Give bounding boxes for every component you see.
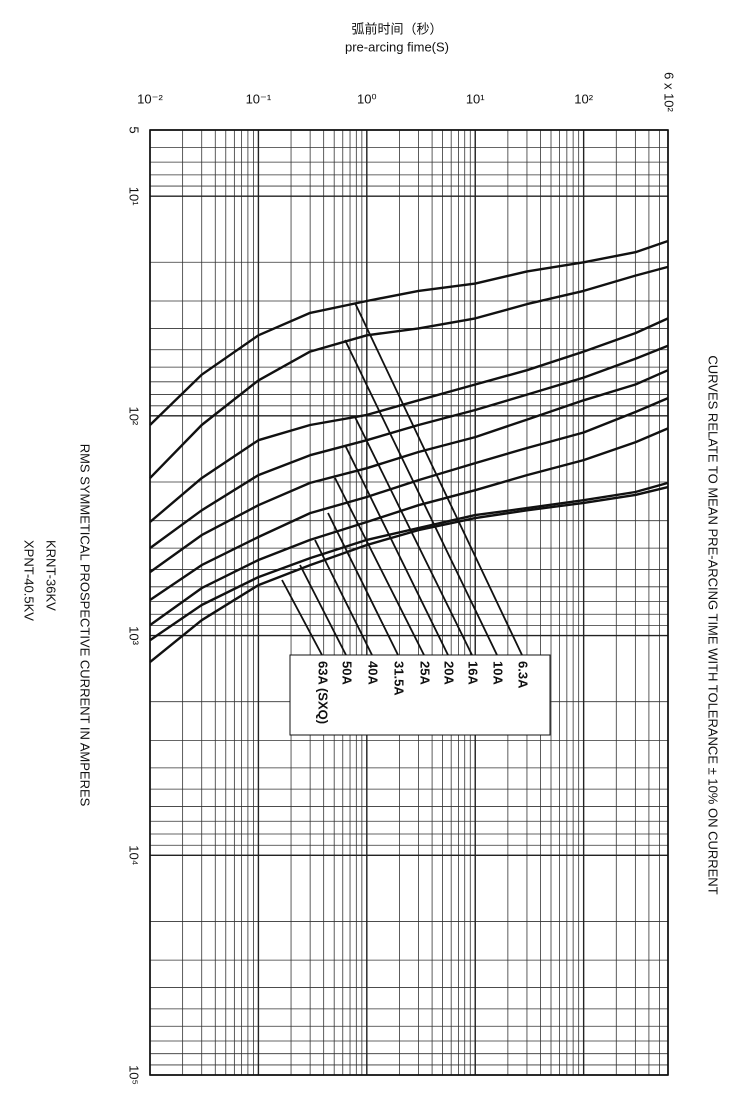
fuse-curve: [149, 317, 669, 523]
y-tick-label: 10³: [127, 626, 142, 645]
chart-subtitle: pre-arcing fime(S): [345, 39, 449, 54]
leader-line: [334, 477, 425, 656]
y-tick-label: 10⁵: [127, 1065, 142, 1085]
annotation: CURVES RELATE TO MEAN PRE-ARCING TIME WI…: [706, 355, 721, 894]
legend-label: 16A: [466, 661, 481, 685]
fuse-curve: [149, 427, 669, 627]
leader-line: [354, 416, 473, 656]
y-tick-label: 5: [127, 126, 142, 133]
leader-line: [281, 579, 323, 656]
leader-line: [314, 539, 373, 656]
legend-label: 63A (SXQ): [316, 661, 331, 724]
x-tick-label: 6 x 10²: [662, 72, 677, 112]
fuse-curve: [149, 369, 669, 574]
leader-line: [344, 444, 449, 656]
x-tick-label: 10¹: [466, 91, 485, 106]
plot-frame: [149, 129, 669, 1076]
curves: [149, 239, 669, 664]
x-tick-label: 10⁻¹: [246, 91, 272, 106]
x-tick-label: 10⁻²: [137, 91, 163, 106]
legend-label: 6.3A: [516, 661, 531, 689]
leader-line: [327, 512, 399, 656]
fuse-curve: [149, 396, 669, 601]
grid: [149, 129, 669, 1076]
leader-line: [354, 302, 523, 656]
x-tick-label: 10²: [574, 91, 593, 106]
legend-label: 50A: [340, 661, 355, 685]
legend-label: 10A: [491, 661, 506, 685]
model-label: KRNT-36KV: [44, 540, 59, 611]
legend: 6.3A 10A 16A 20A 25A 31.5A 40A 50A 63A (SXQ): [281, 302, 531, 724]
x-tick-label: 10⁰: [357, 91, 377, 106]
model-label: XPNT-40.5KV: [22, 540, 37, 621]
fuse-curve: [149, 344, 669, 550]
legend-box: [289, 654, 551, 736]
legend-label: 40A: [366, 661, 381, 685]
fuse-curve: [149, 481, 669, 642]
leader-line: [344, 339, 498, 656]
legend-label: 31.5A: [392, 661, 407, 696]
fuse-curve: [149, 485, 669, 664]
y-axis-label: RMS SYMMETICAL PROSPECTIVE CURRENT IN AM…: [78, 444, 93, 807]
y-tick-label: 10¹: [127, 187, 142, 206]
legend-label: 20A: [442, 661, 457, 685]
fuse-curve: [149, 239, 669, 426]
y-tick-label: 10⁴: [127, 845, 142, 865]
legend-label: 25A: [418, 661, 433, 685]
chart-title: 弧前时间（秒）: [351, 21, 442, 36]
leader-line: [299, 564, 347, 656]
fuse-curve: [149, 265, 669, 479]
y-tick-label: 10²: [127, 406, 142, 425]
